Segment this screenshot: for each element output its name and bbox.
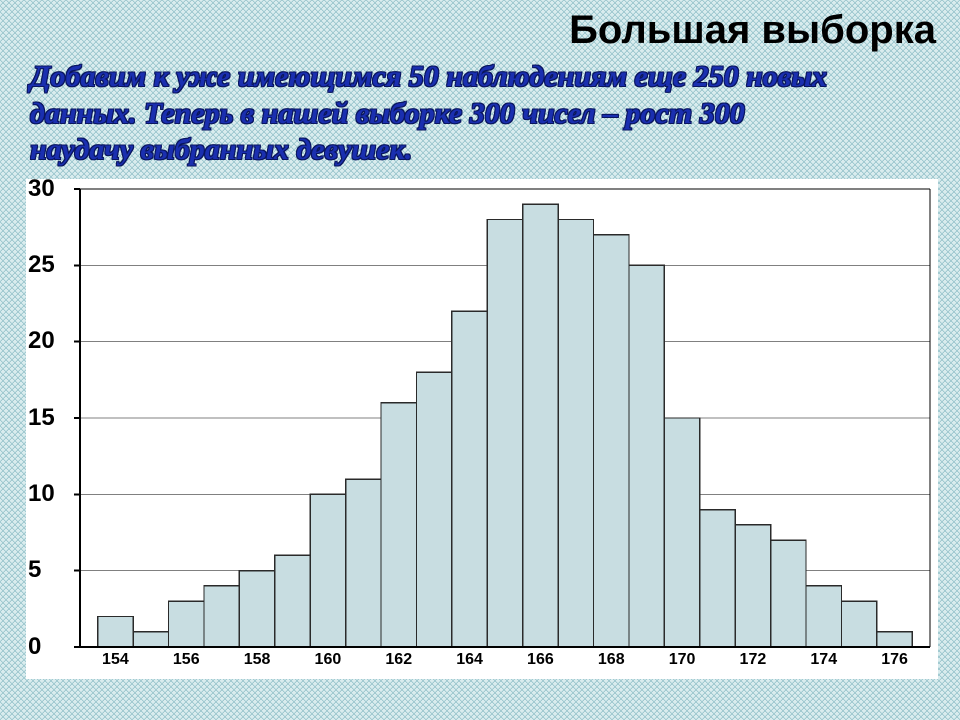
x-axis-tick-label: 170 [669, 651, 696, 669]
y-axis-tick-label: 30 [28, 175, 55, 203]
x-axis-tick-label: 156 [173, 651, 200, 669]
histogram-bar [275, 555, 310, 647]
y-axis-tick-label: 5 [28, 556, 41, 584]
histogram-bar [98, 616, 133, 647]
histogram-bar [664, 418, 699, 647]
histogram-bar [700, 509, 735, 646]
subtitle-line: наудачу выбранных девушек. [30, 133, 412, 166]
histogram-bar [629, 265, 664, 647]
histogram-bar [771, 540, 806, 647]
histogram-bar [452, 311, 487, 647]
histogram-bar [239, 570, 274, 646]
y-axis-tick-label: 10 [28, 480, 55, 508]
y-axis-tick-label: 25 [28, 251, 55, 279]
chart-svg [26, 179, 938, 679]
y-axis-tick-label: 0 [28, 633, 41, 661]
x-axis-tick-label: 166 [527, 651, 554, 669]
x-axis-tick-label: 174 [810, 651, 837, 669]
x-axis-tick-label: 172 [740, 651, 767, 669]
histogram-bar [204, 586, 239, 647]
histogram-chart: 0510152025301541561581601621641661681701… [26, 179, 938, 679]
histogram-bar [523, 204, 558, 647]
x-axis-tick-label: 164 [456, 651, 483, 669]
x-axis-tick-label: 158 [244, 651, 271, 669]
x-axis-tick-label: 162 [385, 651, 412, 669]
x-axis-tick-label: 154 [102, 651, 129, 669]
histogram-bar [310, 494, 345, 647]
x-axis-tick-label: 160 [315, 651, 342, 669]
subtitle-line: данных. Теперь в нашей выборке 300 чисел… [30, 97, 745, 130]
histogram-bar [169, 601, 204, 647]
histogram-bar [487, 219, 522, 646]
histogram-bar [806, 586, 841, 647]
x-axis-tick-label: 168 [598, 651, 625, 669]
histogram-bar [381, 403, 416, 647]
x-axis-tick-label: 176 [881, 651, 908, 669]
histogram-bar [735, 525, 770, 647]
y-axis-tick-label: 20 [28, 327, 55, 355]
histogram-bar [416, 372, 451, 647]
histogram-bar [594, 235, 629, 647]
histogram-bar [346, 479, 381, 647]
histogram-bar [558, 219, 593, 646]
histogram-bar [133, 632, 168, 647]
histogram-bar [877, 632, 912, 647]
slide-page: Большая выборка Добавим к уже имеющимся … [0, 0, 960, 720]
y-axis-tick-label: 15 [28, 404, 55, 432]
slide-subtitle: Добавим к уже имеющимся 50 наблюдениям е… [30, 59, 942, 169]
slide-title: Большая выборка [18, 8, 936, 53]
subtitle-line: Добавим к уже имеющимся 50 наблюдениям е… [30, 60, 827, 93]
histogram-bar [841, 601, 876, 647]
